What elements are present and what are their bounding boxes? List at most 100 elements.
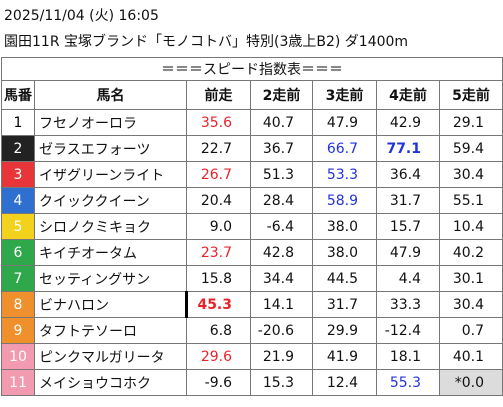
horse-number: 3 [1,161,35,188]
horse-name: フセノオーロラ [34,109,187,136]
table-row: 6 キイチオータム 23.7 42.8 38.0 47.9 40.2 [1,239,503,266]
index-cell: 42.8 [250,239,313,266]
index-cell: 38.0 [312,239,377,266]
index-cell: 35.6 [186,109,251,136]
horse-number: 9 [1,317,35,344]
index-cell: 40.1 [438,343,503,370]
index-cell: 42.9 [376,109,440,136]
index-cell: 14.1 [250,291,313,318]
index-cell: 0.7 [438,317,503,344]
horse-name: ピンクマルガリータ [34,343,187,370]
index-cell: 28.4 [250,187,313,214]
column-header: 前走 [186,80,251,110]
index-cell: 12.4 [312,369,377,396]
index-cell: 30.1 [438,265,503,292]
horse-name: メイショウコホク [34,369,187,396]
horse-name: セッティングサン [34,265,187,292]
index-cell: 15.7 [376,213,440,240]
table-title: ＝＝＝スピード指数表＝＝＝ [0,57,503,81]
horse-number: 1 [1,109,35,136]
index-cell: 4.4 [376,265,440,292]
index-cell: 44.5 [312,265,377,292]
index-cell: 29.1 [438,109,503,136]
index-cell: 36.4 [376,161,440,188]
index-cell: 51.3 [250,161,313,188]
table-row: 2 ゼラスエフォーツ 22.7 36.7 66.7 77.1 59.4 [1,135,503,162]
speed-table: ＝＝＝スピード指数表＝＝＝ 馬番 馬名 前走 2走前 3走前 4走前 5走前 1 フセノオーロ… [0,57,503,396]
table-row: 4 クイッククイーン 20.4 28.4 58.9 31.7 55.1 [1,187,503,214]
index-cell: 18.1 [376,343,440,370]
horse-name: ビナハロン [34,291,187,318]
index-cell: -20.6 [250,317,313,344]
date: 2025/11/04 (火) 16:05 [4,8,159,24]
table-row: 8 ビナハロン 45.3 14.1 31.7 33.3 30.4 [1,291,503,318]
index-cell: 58.9 [312,187,377,214]
index-cell: 40.7 [250,109,313,136]
index-cell: 30.4 [438,291,503,318]
index-cell: 45.3 [185,291,251,318]
index-cell: 15.3 [250,369,313,396]
table-row: 7 セッティングサン 15.8 34.4 44.5 4.4 30.1 [1,265,503,292]
table-row: 1 フセノオーロラ 35.6 40.7 47.9 42.9 29.1 [1,109,503,136]
horse-name: タフトテソーロ [34,317,187,344]
index-cell: 31.7 [312,291,377,318]
index-cell: 23.7 [186,239,251,266]
index-cell: 59.4 [438,135,503,162]
index-cell: 55.3 [376,369,440,396]
index-cell: 47.9 [376,239,440,266]
index-cell: 34.4 [250,265,313,292]
index-cell: 47.9 [312,109,377,136]
table-row: 5 シロノクミキョク 9.0 -6.4 38.0 15.7 10.4 [1,213,503,240]
index-cell: 33.3 [376,291,440,318]
index-cell: 66.7 [312,135,377,162]
column-header: 5走前 [438,80,503,110]
race-info: 園田11R 宝塚ブランド「モノコトバ」特別(3歳上B2) ダ1400m [4,34,409,50]
horse-number: 7 [1,265,35,292]
column-header: 2走前 [250,80,313,110]
table-row: 10 ピンクマルガリータ 29.6 21.9 41.9 18.1 40.1 [1,343,503,370]
index-cell: 6.8 [186,317,251,344]
horse-number: 8 [1,291,35,318]
horse-number: 5 [1,213,35,240]
table-body: 1 フセノオーロラ 35.6 40.7 47.9 42.9 29.1 2 ゼラスエフォーツ 22.… [1,109,503,396]
table-row: 3 イザグリーンライト 26.7 51.3 53.3 36.4 30.4 [1,161,503,188]
index-cell: 21.9 [250,343,313,370]
index-cell: 38.0 [312,213,377,240]
index-cell: 9.0 [186,213,251,240]
index-cell: 55.1 [438,187,503,214]
index-cell: -12.4 [376,317,440,344]
column-header: 3走前 [312,80,377,110]
column-header-row: 馬番 馬名 前走 2走前 3走前 4走前 5走前 [1,80,503,110]
column-header: 馬名 [34,80,187,110]
horse-number: 11 [1,369,35,396]
horse-number: 4 [1,187,35,214]
horse-number: 10 [1,343,35,370]
column-header: 4走前 [376,80,440,110]
index-cell: 22.7 [186,135,251,162]
index-cell: 53.3 [312,161,377,188]
table-row: 11 メイショウコホク -9.6 15.3 12.4 55.3 *0.0 [1,369,503,396]
index-cell: -9.6 [186,369,251,396]
column-header: 馬番 [1,80,35,110]
horse-number: 2 [1,135,35,162]
index-cell: 20.4 [186,187,251,214]
horse-name: シロノクミキョク [34,213,187,240]
table-row: 9 タフトテソーロ 6.8 -20.6 29.9 -12.4 0.7 [1,317,503,344]
index-cell: 36.7 [250,135,313,162]
index-cell: 29.6 [186,343,251,370]
horse-name: ゼラスエフォーツ [34,135,187,162]
index-cell: 10.4 [438,213,503,240]
index-cell: 29.9 [312,317,377,344]
index-cell: 77.1 [376,135,440,162]
index-cell: *0.0 [438,369,503,396]
horse-number: 6 [1,239,35,266]
index-cell: 40.2 [438,239,503,266]
horse-name: キイチオータム [34,239,187,266]
index-cell: 26.7 [186,161,251,188]
index-cell: -6.4 [250,213,313,240]
index-cell: 41.9 [312,343,377,370]
index-cell: 30.4 [438,161,503,188]
index-cell: 15.8 [186,265,251,292]
horse-name: クイッククイーン [34,187,187,214]
